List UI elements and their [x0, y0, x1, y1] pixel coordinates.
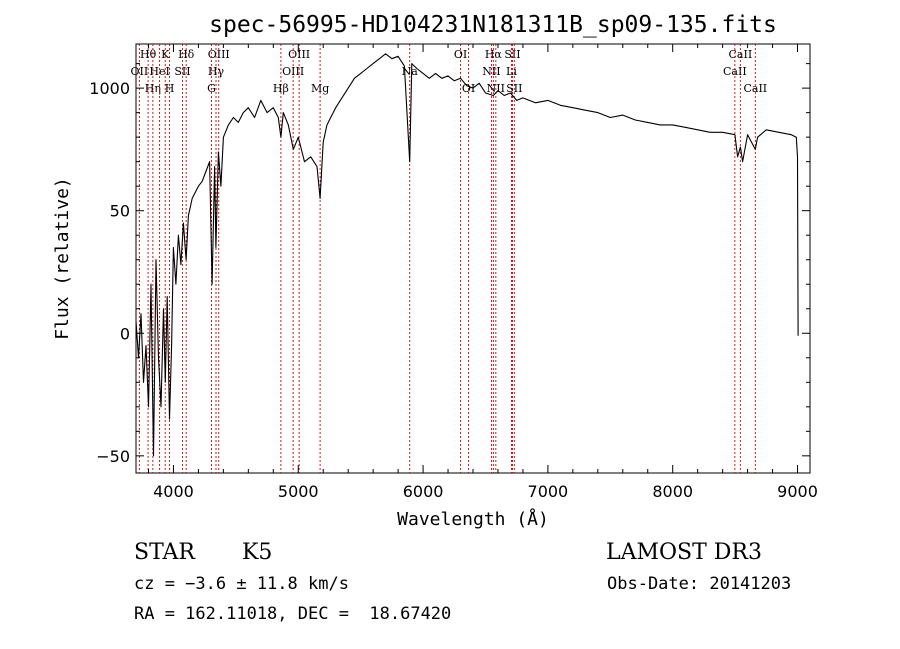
spectral-line-label: NII: [487, 82, 505, 95]
spectral-line-label: Hη: [145, 82, 161, 95]
redshift-cz: cz = −3.6 ± 11.8 km/s: [134, 574, 349, 594]
x-tick-label: 9000: [777, 482, 818, 501]
spectral-line-label: OI: [454, 48, 467, 61]
spectral-line-label: OIII: [288, 48, 310, 61]
spectral-line-label: Li: [506, 65, 517, 78]
spectral-line-label: SII: [504, 48, 520, 61]
spectral-line-label: NII: [482, 65, 500, 78]
x-tick-label: 6000: [403, 482, 444, 501]
y-axis-label: Flux (relative): [52, 177, 73, 340]
x-tick-label: 7000: [528, 482, 569, 501]
y-tick-label: 0: [120, 324, 130, 343]
spectral-line-label: OII: [131, 65, 149, 78]
spectral-line-label: Na: [402, 65, 419, 78]
chart-title: spec-56995-HD104231N181311B_sp09-135.fit…: [209, 12, 777, 38]
x-tick-label: 8000: [652, 482, 693, 501]
spectral-line-label: Mg: [311, 82, 329, 95]
object-class: STAR: [134, 540, 195, 565]
spectral-line-label: HeI: [149, 65, 169, 78]
x-tick-label: 5000: [278, 482, 319, 501]
survey-label: LAMOST DR3: [606, 540, 762, 565]
spectral-line-label: CaII: [723, 65, 747, 78]
spectral-line-label: Hθ: [140, 48, 157, 61]
x-tick-label: 4000: [153, 482, 194, 501]
ra-dec-coords: RA = 162.11018, DEC = 18.67420: [134, 604, 452, 624]
spectral-line-label: SII: [174, 65, 190, 78]
spectral-line-label: OI: [462, 82, 475, 95]
spectral-line-label: K: [161, 48, 170, 61]
spectrum-line: [135, 53, 799, 457]
plot-frame: [135, 43, 811, 474]
spectral-line-label: OIII: [208, 48, 230, 61]
spectral-line-label: CaII: [729, 48, 753, 61]
spectral-line-label: Hγ: [208, 65, 225, 78]
spectral-line-label: G: [207, 82, 216, 95]
spectral-line-label: SII: [506, 82, 522, 95]
y-tick-label: −50: [96, 447, 130, 466]
x-axis-label: Wavelength (Å): [397, 508, 549, 530]
spectral-line-label: Hδ: [178, 48, 195, 61]
spectral-subclass: K5: [242, 540, 273, 565]
obs-date: Obs-Date: 20141203: [607, 574, 792, 594]
spectral-line-label: OIII: [282, 65, 304, 78]
y-tick-label: 50: [110, 202, 130, 221]
y-tick-label: 1000: [89, 79, 130, 98]
spectral-line-label: CaII: [743, 82, 767, 95]
spectral-line-label: Hα: [485, 48, 503, 61]
spectral-line-label: Hβ: [273, 82, 289, 95]
spectral-line-label: H: [165, 82, 175, 95]
